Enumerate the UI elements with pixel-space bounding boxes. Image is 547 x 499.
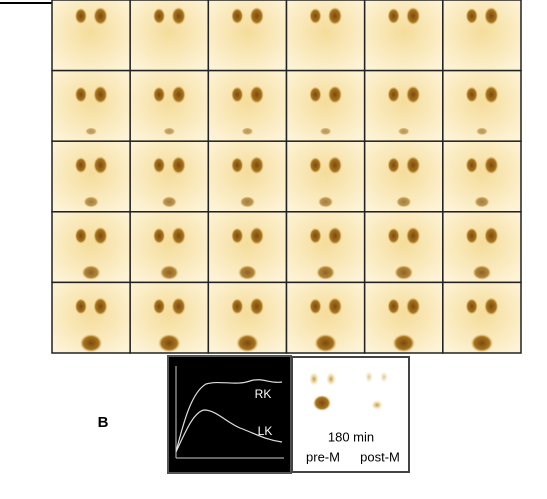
curve-panel: RK LK (167, 355, 292, 474)
scan-frame (285, 281, 366, 354)
scan-frame (285, 0, 366, 72)
scan-frame (51, 69, 131, 142)
scan-frame (51, 140, 131, 213)
scan-frame (129, 69, 210, 142)
scan-frame (442, 140, 522, 213)
scan-frame (129, 281, 210, 354)
scan-frame (442, 211, 522, 284)
scan-frame (363, 281, 444, 354)
scan-frame (207, 140, 288, 213)
scan-frame (129, 0, 210, 72)
scan-frame (207, 0, 288, 72)
scan-frame (442, 69, 522, 142)
scan-frame (129, 211, 210, 284)
scan-frame (363, 0, 444, 72)
scan-frame (207, 211, 288, 284)
scan-frame (285, 69, 366, 142)
scan-frame (363, 69, 444, 142)
image-panel: 180 min pre-M post-M (291, 356, 410, 473)
condition-label: pre-M (306, 449, 340, 464)
condition-label: post-M (360, 449, 400, 464)
scan-frame (51, 0, 131, 72)
scan-frame (207, 281, 288, 354)
curve-label: RK (255, 387, 272, 401)
scan-frame (442, 281, 522, 354)
scan-frame (51, 281, 131, 354)
curve-label: LK (258, 424, 273, 438)
panel-label: B (98, 414, 109, 431)
scan-frame (207, 69, 288, 142)
scan-frame (285, 140, 366, 213)
image-grid (51, 0, 522, 354)
scan-frame (363, 140, 444, 213)
time-label: 180 min (328, 429, 374, 444)
scan-frame (442, 0, 522, 72)
scan-frame (363, 211, 444, 284)
scan-frame (51, 211, 131, 284)
scan-frame (129, 140, 210, 213)
scan-frame (285, 211, 366, 284)
